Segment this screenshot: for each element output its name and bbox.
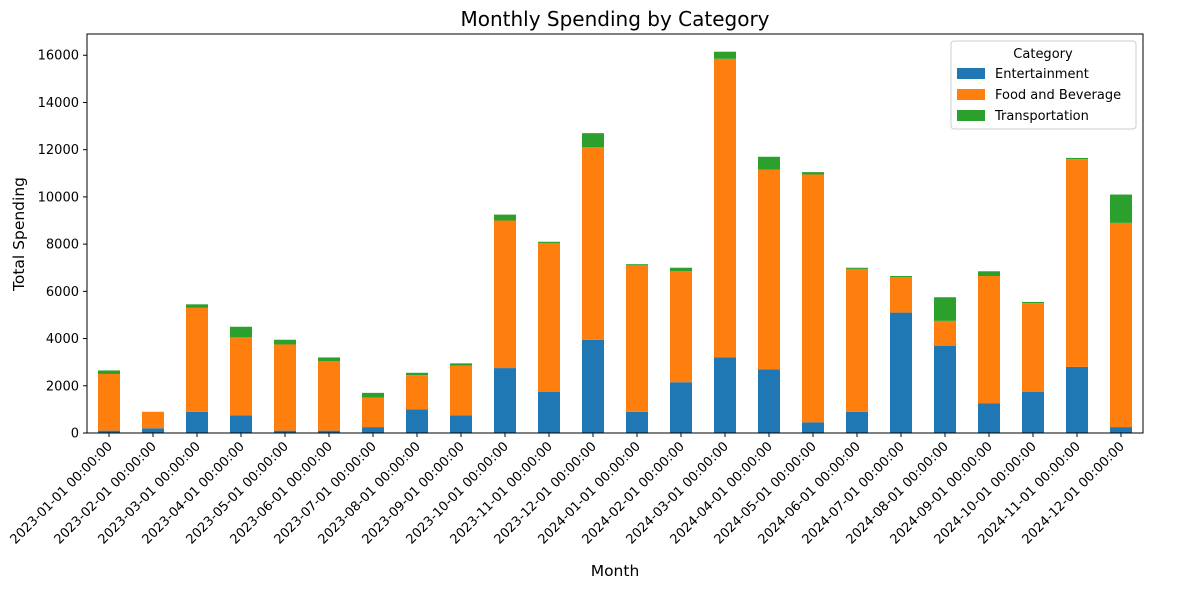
bar-food-and-beverage-13 xyxy=(670,271,692,383)
bar-entertainment-18 xyxy=(890,312,912,433)
bar-transportation-17 xyxy=(846,267,868,269)
legend-swatch-food-and-beverage xyxy=(957,89,985,100)
x-axis-label: Month xyxy=(591,562,640,580)
y-tick-label: 10000 xyxy=(38,190,79,205)
bar-food-and-beverage-10 xyxy=(538,242,560,392)
bar-transportation-10 xyxy=(538,241,560,243)
bar-transportation-16 xyxy=(802,172,824,175)
legend: Category Entertainment Food and Beverage T… xyxy=(950,40,1137,130)
bar-transportation-8 xyxy=(450,363,472,366)
bar-food-and-beverage-7 xyxy=(406,375,428,410)
bar-transportation-18 xyxy=(890,275,912,278)
plot-frame xyxy=(86,33,1144,434)
bar-entertainment-12 xyxy=(626,411,648,433)
legend-swatch-entertainment xyxy=(957,68,985,79)
bar-food-and-beverage-16 xyxy=(802,174,824,423)
bar-transportation-0 xyxy=(98,370,120,374)
bar-transportation-12 xyxy=(626,264,648,266)
bar-transportation-6 xyxy=(362,392,384,398)
bar-entertainment-6 xyxy=(362,427,384,433)
bar-food-and-beverage-6 xyxy=(362,397,384,428)
legend-label: Food and Beverage xyxy=(995,88,1121,103)
bar-transportation-4 xyxy=(274,339,296,345)
bar-entertainment-13 xyxy=(670,382,692,433)
bar-transportation-15 xyxy=(758,156,780,170)
bar-entertainment-17 xyxy=(846,411,868,433)
bar-entertainment-16 xyxy=(802,422,824,433)
bar-entertainment-14 xyxy=(714,357,736,433)
y-axis-label: Total Spending xyxy=(10,177,28,292)
y-tick-label: 4000 xyxy=(46,332,79,347)
bar-entertainment-20 xyxy=(978,403,1000,433)
bar-entertainment-21 xyxy=(1022,391,1044,433)
bar-food-and-beverage-4 xyxy=(274,344,296,431)
bar-transportation-9 xyxy=(494,214,516,221)
bar-food-and-beverage-22 xyxy=(1066,159,1088,367)
bar-food-and-beverage-23 xyxy=(1110,222,1132,428)
bar-entertainment-22 xyxy=(1066,366,1088,433)
y-tick-label: 8000 xyxy=(46,238,79,253)
legend-box xyxy=(950,40,1137,130)
bar-transportation-23 xyxy=(1110,194,1132,223)
bar-transportation-20 xyxy=(978,271,1000,276)
bar-entertainment-5 xyxy=(318,430,340,433)
bar-transportation-14 xyxy=(714,51,736,59)
legend-label: Transportation xyxy=(994,109,1089,124)
bar-transportation-7 xyxy=(406,372,428,376)
y-tick-label: 14000 xyxy=(38,96,79,111)
bar-transportation-3 xyxy=(230,326,252,338)
bar-entertainment-19 xyxy=(934,345,956,433)
y-tick-label: 2000 xyxy=(46,379,79,394)
legend-swatch-transportation xyxy=(957,110,985,121)
bar-entertainment-3 xyxy=(230,415,252,433)
bar-transportation-19 xyxy=(934,297,956,321)
y-tick-label: 12000 xyxy=(38,143,79,158)
y-tick-label: 16000 xyxy=(38,49,79,64)
bar-food-and-beverage-17 xyxy=(846,268,868,412)
legend-title: Category xyxy=(1013,47,1073,62)
bars-layer xyxy=(98,51,1132,433)
bar-transportation-11 xyxy=(582,133,604,148)
bar-transportation-2 xyxy=(186,304,208,308)
bar-entertainment-7 xyxy=(406,409,428,433)
bar-entertainment-8 xyxy=(450,415,472,433)
y-tick-label: 6000 xyxy=(46,285,79,300)
bar-food-and-beverage-8 xyxy=(450,365,472,416)
bar-food-and-beverage-19 xyxy=(934,320,956,346)
bar-food-and-beverage-1 xyxy=(142,411,164,429)
bar-entertainment-11 xyxy=(582,339,604,433)
bar-entertainment-1 xyxy=(142,428,164,433)
bar-food-and-beverage-2 xyxy=(186,307,208,412)
bar-entertainment-9 xyxy=(494,368,516,433)
bar-food-and-beverage-9 xyxy=(494,220,516,369)
bar-food-and-beverage-21 xyxy=(1022,303,1044,392)
bar-entertainment-15 xyxy=(758,369,780,433)
bar-transportation-5 xyxy=(318,357,340,361)
bar-food-and-beverage-0 xyxy=(98,373,120,431)
bar-food-and-beverage-12 xyxy=(626,265,648,412)
y-tick-label: 0 xyxy=(71,427,79,442)
bar-transportation-21 xyxy=(1022,301,1044,304)
y-axis: 0 2000 4000 6000 8000 10000 12000 14000 16000 xyxy=(38,49,87,442)
bar-entertainment-10 xyxy=(538,391,560,433)
bar-food-and-beverage-3 xyxy=(230,337,252,416)
bar-entertainment-23 xyxy=(1110,427,1132,433)
bar-food-and-beverage-15 xyxy=(758,169,780,370)
legend-label: Entertainment xyxy=(995,67,1089,82)
bar-entertainment-2 xyxy=(186,411,208,433)
bar-entertainment-4 xyxy=(274,430,296,433)
bar-transportation-13 xyxy=(670,267,692,272)
chart-title: Monthly Spending by Category xyxy=(460,7,769,31)
bar-food-and-beverage-14 xyxy=(714,58,736,358)
bar-transportation-22 xyxy=(1066,157,1088,160)
bar-food-and-beverage-5 xyxy=(318,360,340,431)
bar-entertainment-0 xyxy=(98,430,120,433)
bar-food-and-beverage-20 xyxy=(978,275,1000,404)
bar-food-and-beverage-11 xyxy=(582,147,604,340)
bar-food-and-beverage-18 xyxy=(890,277,912,313)
